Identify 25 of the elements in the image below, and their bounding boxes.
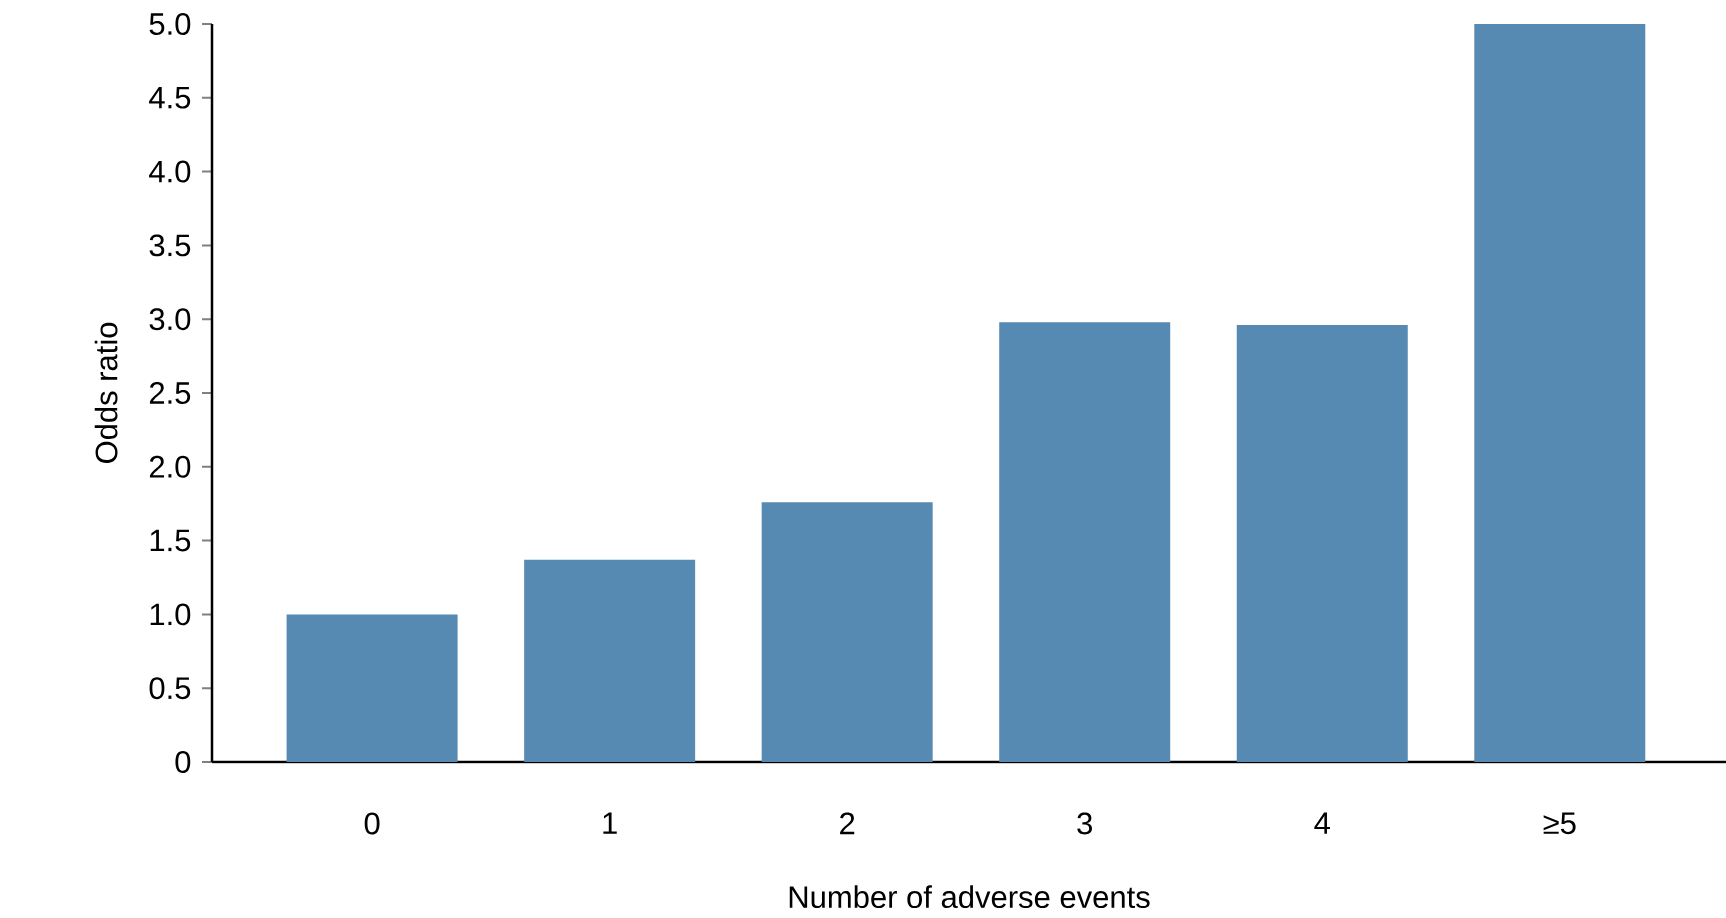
x-axis-title: Number of adverse events: [789, 885, 1150, 909]
y-tick-label: 3.0: [149, 308, 191, 331]
bar: [999, 322, 1171, 762]
x-tick-label: 2: [840, 812, 855, 835]
bar: [524, 559, 696, 762]
y-tick-label: 5.0: [149, 13, 191, 35]
y-tick-label: 4.5: [149, 86, 191, 109]
y-tick-label: 1.5: [150, 529, 191, 552]
y-tick-label: 2.5: [149, 382, 191, 404]
y-tick-label: 2.0: [149, 455, 191, 478]
bar: [1474, 23, 1646, 762]
x-tick-label: 3: [1077, 812, 1092, 835]
bar: [286, 614, 458, 762]
x-tick-label: ≥5: [1543, 812, 1576, 835]
y-axis-title: Odds ratio: [94, 322, 118, 464]
x-tick-label: 1: [603, 812, 617, 834]
x-tick-label: 0: [364, 812, 380, 835]
y-tick-label: 0: [175, 751, 191, 773]
bar: [761, 502, 933, 762]
y-tick-label: 1.0: [150, 603, 191, 626]
x-tick-label: 4: [1314, 812, 1330, 834]
bar: [1236, 325, 1408, 762]
y-tick-label: 0.5: [149, 677, 191, 700]
y-tick-label: 4.0: [149, 160, 191, 183]
y-tick-label: 3.5: [149, 234, 191, 257]
